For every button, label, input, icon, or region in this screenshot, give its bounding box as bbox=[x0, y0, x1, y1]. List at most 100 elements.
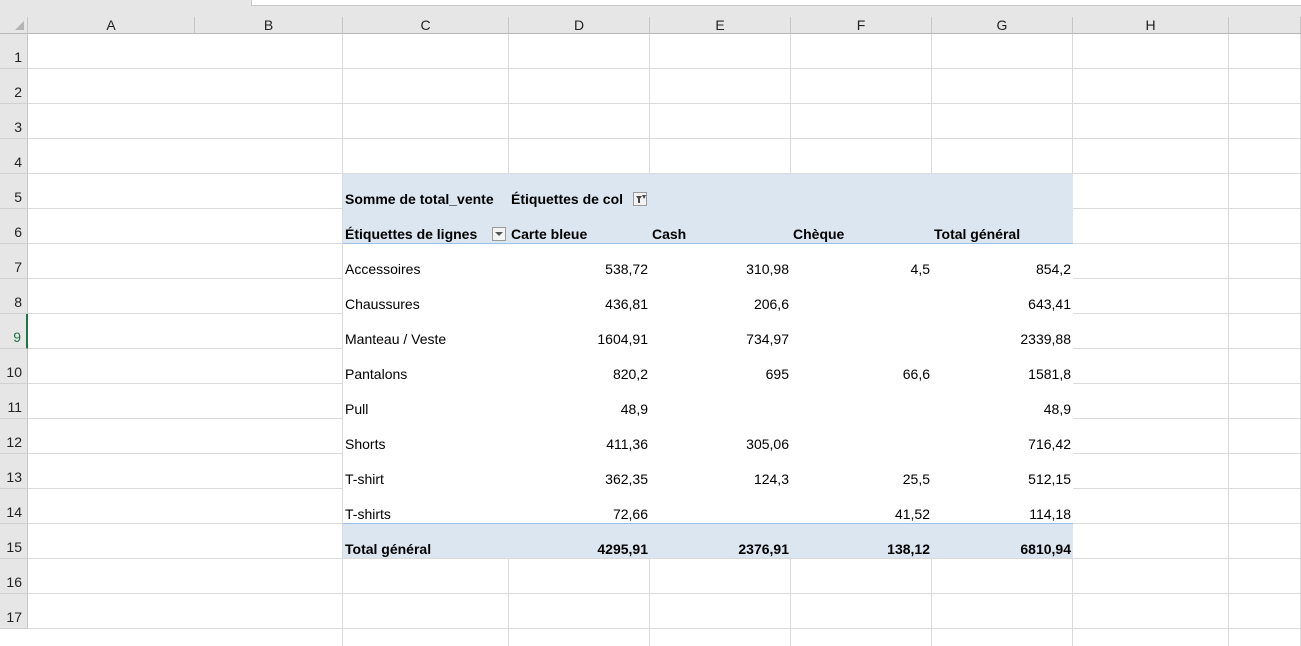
row-header-15[interactable]: 15 bbox=[0, 524, 28, 559]
pivot-value-cell[interactable]: 48,9 bbox=[620, 401, 648, 417]
pivot-value-cell[interactable]: 41,52 bbox=[894, 506, 930, 522]
gridline-horizontal bbox=[28, 558, 1301, 559]
row-header-10[interactable]: 10 bbox=[0, 349, 28, 384]
row-header-1[interactable]: 1 bbox=[0, 34, 28, 69]
column-header-D[interactable]: D bbox=[509, 17, 650, 34]
pivot-total-fill bbox=[343, 524, 1073, 558]
row-header-4[interactable]: 4 bbox=[0, 139, 28, 174]
row-header-2[interactable]: 2 bbox=[0, 69, 28, 104]
pivot-row-label[interactable]: Accessoires bbox=[345, 261, 421, 277]
pivot-column-header[interactable]: Carte bleue bbox=[511, 226, 588, 242]
pivot-row-labels-header[interactable]: Étiquettes de lignes bbox=[345, 226, 478, 242]
pivot-value-cell[interactable]: 716,42 bbox=[1028, 436, 1071, 452]
pivot-value-cell[interactable] bbox=[652, 398, 789, 420]
pivot-value-cell[interactable]: 1581,8 bbox=[1028, 366, 1071, 382]
pivot-value-cell[interactable]: 854,2 bbox=[1035, 261, 1071, 277]
pivot-value-cell[interactable] bbox=[652, 503, 789, 525]
pivot-value-cell[interactable]: 362,35 bbox=[605, 471, 648, 487]
pivot-row-label[interactable]: T-shirt bbox=[345, 471, 384, 487]
pivot-row-label[interactable]: Pull bbox=[345, 401, 369, 417]
pivot-row-label[interactable]: Manteau / Veste bbox=[345, 331, 447, 347]
pivot-value-cell[interactable]: 411,36 bbox=[606, 436, 648, 452]
pivot-value-cell[interactable]: 512,15 bbox=[1028, 471, 1071, 487]
pivot-value-field-label[interactable]: Somme de total_vente bbox=[345, 191, 494, 207]
pivot-column-labels-header[interactable]: Étiquettes de col bbox=[511, 191, 624, 207]
pivot-row-label[interactable]: T-shirts bbox=[345, 506, 391, 522]
gridline-horizontal bbox=[28, 173, 1301, 174]
pivot-grand-total-cell[interactable]: 4295,91 bbox=[597, 541, 648, 557]
pivot-value-cell[interactable] bbox=[793, 328, 930, 350]
pivot-grand-total-cell[interactable]: 138,12 bbox=[887, 541, 930, 557]
row-header-17[interactable]: 17 bbox=[0, 594, 28, 629]
pivot-value-cell[interactable]: 310,98 bbox=[746, 261, 789, 277]
pivot-grand-total-cell[interactable]: 2376,91 bbox=[738, 541, 789, 557]
gridline-horizontal bbox=[28, 138, 1301, 139]
row-header-6[interactable]: 6 bbox=[0, 209, 28, 244]
row-header-16[interactable]: 16 bbox=[0, 559, 28, 594]
pivot-value-cell[interactable] bbox=[793, 433, 930, 455]
pivot-value-cell[interactable]: 114,18 bbox=[1029, 506, 1071, 522]
column-header-filler bbox=[1229, 17, 1301, 34]
column-header-B[interactable]: B bbox=[195, 17, 343, 34]
row-header-9[interactable]: 9 bbox=[0, 314, 28, 349]
column-header-H[interactable]: H bbox=[1073, 17, 1229, 34]
gridline-horizontal bbox=[28, 103, 1301, 104]
pivot-row-label[interactable]: Chaussures bbox=[345, 296, 420, 312]
pivot-total-rule bbox=[343, 523, 1073, 524]
pivot-value-cell[interactable]: 734,97 bbox=[746, 331, 789, 347]
pivot-value-cell[interactable]: 2339,88 bbox=[1020, 331, 1071, 347]
pivot-column-header[interactable]: Total général bbox=[934, 226, 1021, 242]
pivot-value-cell[interactable]: 820,2 bbox=[612, 366, 648, 382]
column-header-G[interactable]: G bbox=[932, 17, 1073, 34]
chevron-down-icon bbox=[495, 232, 503, 236]
pivot-value-cell[interactable]: 643,41 bbox=[1028, 296, 1071, 312]
row-header-5[interactable]: 5 bbox=[0, 174, 28, 209]
pivot-header-rule bbox=[343, 243, 1073, 244]
row-header-12[interactable]: 12 bbox=[0, 419, 28, 454]
pivot-row-label[interactable]: Pantalons bbox=[345, 366, 408, 382]
column-header-A[interactable]: A bbox=[28, 17, 195, 34]
pivot-column-header[interactable]: Chèque bbox=[793, 226, 845, 242]
gridline-horizontal bbox=[28, 628, 1301, 629]
formula-input[interactable] bbox=[251, 0, 1301, 6]
pivot-body-fill bbox=[343, 244, 1073, 523]
pivot-value-cell[interactable]: 72,66 bbox=[612, 506, 648, 522]
pivot-value-cell[interactable]: 1604,91 bbox=[597, 331, 648, 347]
gridline-horizontal bbox=[28, 68, 1301, 69]
row-header-8[interactable]: 8 bbox=[0, 279, 28, 314]
pivot-value-cell[interactable] bbox=[793, 293, 930, 315]
gridline-vertical bbox=[342, 34, 343, 646]
pivot-value-cell[interactable]: 206,6 bbox=[753, 296, 789, 312]
pivot-value-cell[interactable]: 124,3 bbox=[753, 471, 789, 487]
row-header-14[interactable]: 14 bbox=[0, 489, 28, 524]
pivot-value-cell[interactable]: 305,06 bbox=[746, 436, 789, 452]
row-labels-filter-button[interactable] bbox=[492, 227, 506, 241]
gridline-horizontal bbox=[28, 593, 1301, 594]
filter-funnel-icon bbox=[636, 196, 642, 200]
column-labels-filter-button[interactable] bbox=[633, 192, 647, 206]
pivot-header-fill bbox=[343, 174, 1073, 243]
row-header-3[interactable]: 3 bbox=[0, 104, 28, 139]
pivot-value-cell[interactable]: 436,81 bbox=[605, 296, 648, 312]
row-header-11[interactable]: 11 bbox=[0, 384, 28, 419]
pivot-column-header[interactable]: Cash bbox=[652, 226, 687, 242]
column-header-F[interactable]: F bbox=[791, 17, 932, 34]
pivot-row-label[interactable]: Shorts bbox=[345, 436, 386, 452]
row-header-7[interactable]: 7 bbox=[0, 244, 28, 279]
row-header-13[interactable]: 13 bbox=[0, 454, 28, 489]
pivot-value-cell[interactable]: 538,72 bbox=[605, 261, 648, 277]
pivot-value-cell[interactable]: 4,5 bbox=[910, 261, 930, 277]
pivot-value-cell[interactable]: 66,6 bbox=[902, 366, 930, 382]
pivot-grand-total-cell[interactable]: 6810,94 bbox=[1020, 541, 1071, 557]
pivot-value-cell[interactable]: 695 bbox=[765, 366, 789, 382]
column-header-C[interactable]: C bbox=[343, 17, 509, 34]
pivot-grand-total-label[interactable]: Total général bbox=[345, 541, 432, 557]
gridline-vertical bbox=[1228, 34, 1229, 646]
dropdown-arrow-icon bbox=[642, 195, 646, 199]
pivot-value-cell[interactable]: 48,9 bbox=[1043, 401, 1071, 417]
filter-funnel-stem bbox=[638, 199, 640, 203]
select-all-corner[interactable] bbox=[0, 17, 28, 34]
pivot-value-cell[interactable]: 25,5 bbox=[902, 471, 930, 487]
pivot-value-cell[interactable] bbox=[793, 398, 930, 420]
column-header-E[interactable]: E bbox=[650, 17, 791, 34]
